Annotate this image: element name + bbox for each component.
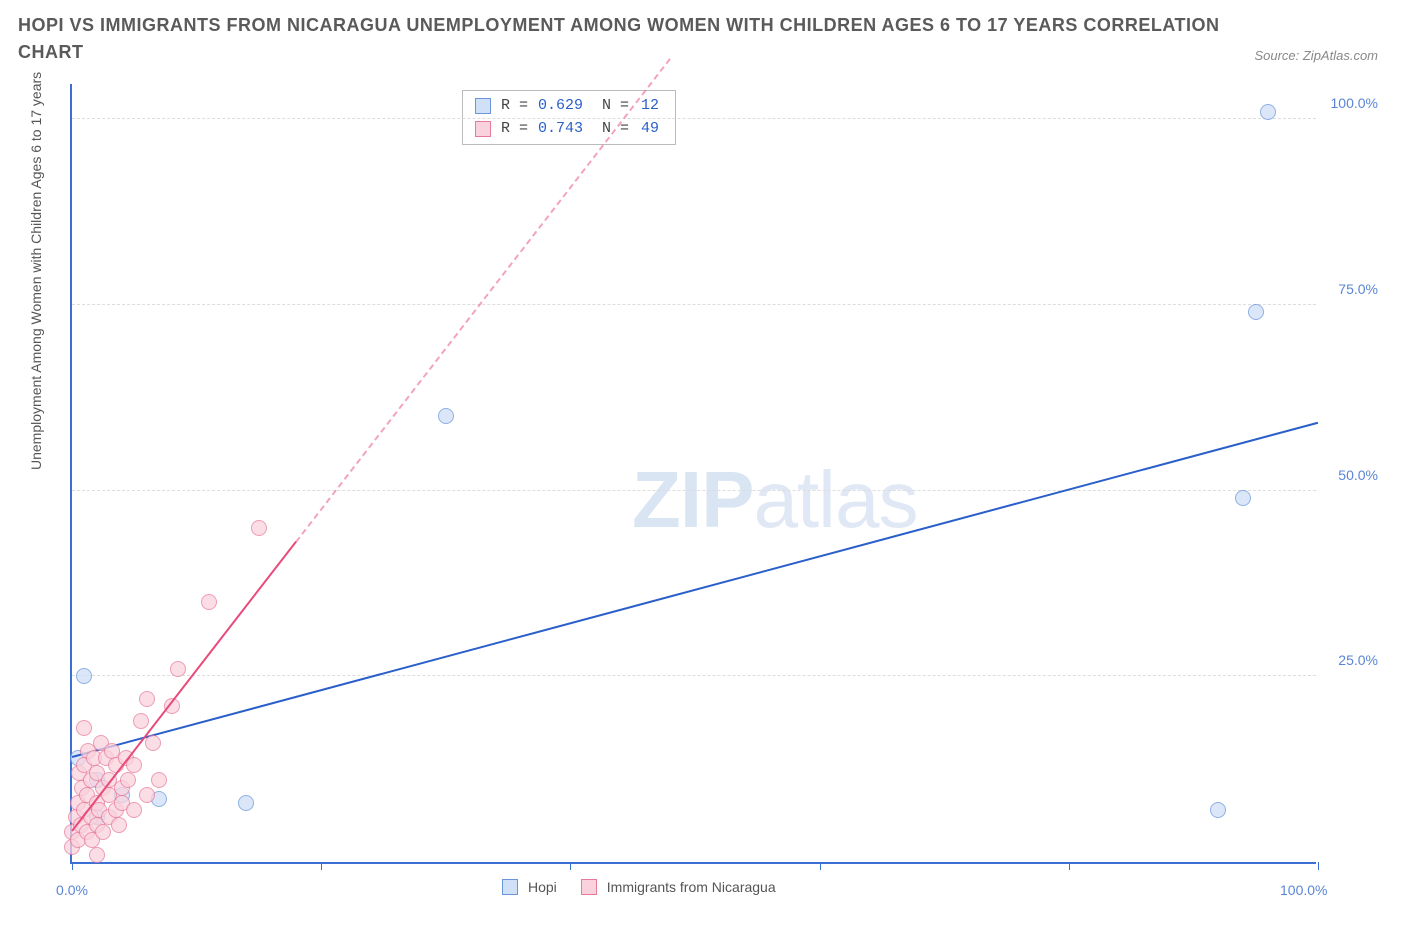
x-tick-label: 100.0%	[1280, 882, 1327, 898]
x-tick	[1069, 862, 1070, 870]
data-point	[76, 668, 92, 684]
legend-swatch	[581, 879, 597, 895]
watermark: ZIPatlas	[632, 454, 917, 546]
data-point	[438, 408, 454, 424]
data-point	[95, 824, 111, 840]
legend-swatch	[475, 98, 491, 114]
x-tick	[820, 862, 821, 870]
gridline	[72, 675, 1316, 676]
x-tick	[570, 862, 571, 870]
plot-area: ZIPatlas R =0.629 N =12R =0.743 N =49 Ho…	[70, 84, 1316, 864]
data-point	[1210, 802, 1226, 818]
data-point	[133, 713, 149, 729]
stats-row: R =0.629 N =12	[475, 95, 663, 118]
y-tick-label: 100.0%	[1331, 95, 1378, 111]
legend-item: Immigrants from Nicaragua	[581, 879, 776, 895]
legend-swatch	[475, 121, 491, 137]
data-point	[1260, 104, 1276, 120]
x-tick	[321, 862, 322, 870]
data-point	[201, 594, 217, 610]
gridline	[72, 304, 1316, 305]
data-point	[1248, 304, 1264, 320]
stat-n-label: N =	[593, 95, 629, 118]
chart-title: HOPI VS IMMIGRANTS FROM NICARAGUA UNEMPL…	[18, 12, 1226, 66]
data-point	[76, 720, 92, 736]
gridline	[72, 490, 1316, 491]
data-point	[120, 772, 136, 788]
stat-r-value: 0.629	[534, 95, 587, 118]
source-credit: Source: ZipAtlas.com	[1254, 48, 1378, 63]
y-tick-label: 50.0%	[1338, 467, 1378, 483]
data-point	[139, 691, 155, 707]
x-tick	[1318, 862, 1319, 870]
x-tick	[72, 862, 73, 870]
data-point	[139, 787, 155, 803]
stats-row: R =0.743 N =49	[475, 118, 663, 141]
x-tick-label: 0.0%	[56, 882, 88, 898]
data-point	[145, 735, 161, 751]
data-point	[251, 520, 267, 536]
data-point	[111, 817, 127, 833]
data-point	[151, 772, 167, 788]
stat-r-value: 0.743	[534, 118, 587, 141]
stat-r-label: R =	[501, 95, 528, 118]
data-point	[126, 802, 142, 818]
legend-bottom: Hopi Immigrants from Nicaragua	[502, 879, 776, 895]
y-tick-label: 75.0%	[1338, 281, 1378, 297]
stat-n-value: 49	[635, 118, 663, 141]
watermark-part2: atlas	[753, 455, 917, 544]
trend-line	[71, 541, 297, 832]
y-tick-label: 25.0%	[1338, 652, 1378, 668]
data-point	[126, 757, 142, 773]
data-point	[89, 847, 105, 863]
stat-r-label: R =	[501, 118, 528, 141]
legend-swatch	[502, 879, 518, 895]
data-point	[170, 661, 186, 677]
y-axis-label: Unemployment Among Women with Children A…	[28, 72, 44, 470]
data-point	[238, 795, 254, 811]
legend-item: Hopi	[502, 879, 557, 895]
legend-label: Immigrants from Nicaragua	[607, 879, 776, 895]
gridline	[72, 118, 1316, 119]
data-point	[1235, 490, 1251, 506]
watermark-part1: ZIP	[632, 455, 753, 544]
legend-label: Hopi	[528, 879, 557, 895]
